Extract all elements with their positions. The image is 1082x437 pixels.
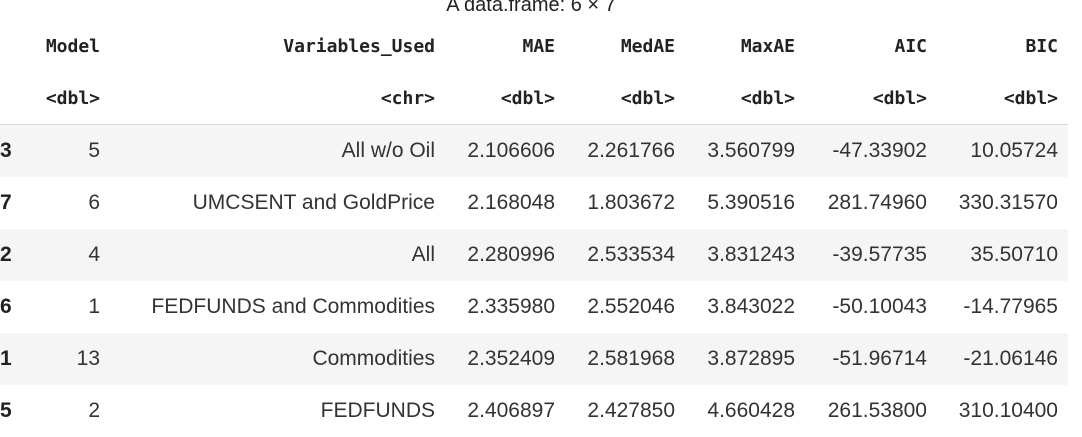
cell-variables-used: All	[411, 243, 435, 266]
table-row: 3 5 All w/o Oil 2.106606 2.261766 3.5607…	[0, 124, 1068, 177]
cell-aic: -39.57735	[832, 243, 927, 266]
column-header-mae: MAE	[522, 35, 555, 57]
cell-variables-used: All w/o Oil	[341, 139, 435, 162]
index-header	[0, 20, 30, 72]
cell-aic: -47.33902	[832, 139, 927, 162]
column-header-medae: MedAE	[620, 35, 675, 57]
row-index: 1	[0, 347, 12, 370]
cell-bic: -21.06146	[963, 347, 1058, 370]
cell-maxae: 3.831243	[707, 243, 795, 266]
cell-bic: 310.10400	[958, 399, 1058, 422]
cell-model: 1	[88, 295, 100, 318]
table-row: 1 13 Commodities 2.352409 2.581968 3.872…	[0, 333, 1068, 385]
column-header-variables-used: Variables_Used	[283, 35, 435, 57]
cell-bic: 35.50710	[970, 243, 1058, 266]
cell-model: 6	[88, 191, 100, 214]
row-index: 5	[0, 399, 12, 422]
index-type	[0, 72, 30, 125]
row-index: 6	[0, 295, 12, 318]
column-type-mae: <dbl>	[445, 72, 565, 125]
column-header-aic: AIC	[894, 35, 927, 57]
cell-aic: 281.74960	[827, 191, 927, 214]
cell-mae: 2.406897	[467, 399, 555, 422]
row-index: 7	[0, 191, 12, 214]
cell-aic: -51.96714	[832, 347, 927, 370]
row-index: 2	[0, 243, 12, 266]
cell-medae: 2.552046	[587, 295, 675, 318]
cell-medae: 2.533534	[587, 243, 675, 266]
column-header-bic: BIC	[1025, 35, 1058, 57]
cell-model: 5	[88, 139, 100, 162]
table-row: 6 1 FEDFUNDS and Commodities 2.335980 2.…	[0, 281, 1068, 333]
table-caption: A data.frame: 6 × 7	[446, 0, 616, 16]
cell-mae: 2.168048	[467, 191, 555, 214]
column-header-row: Model Variables_Used MAE MedAE MaxAE AIC…	[0, 20, 1068, 72]
cell-medae: 1.803672	[587, 191, 675, 214]
column-type-bic: <dbl>	[937, 72, 1068, 125]
cell-maxae: 3.843022	[707, 295, 795, 318]
cell-maxae: 5.390516	[707, 191, 795, 214]
column-type-row: <dbl> <chr> <dbl> <dbl> <dbl> <dbl> <dbl…	[0, 72, 1068, 125]
column-header-model: Model	[45, 35, 100, 57]
cell-aic: 261.53800	[827, 399, 927, 422]
cell-variables-used: UMCSENT and GoldPrice	[192, 191, 435, 214]
cell-mae: 2.280996	[467, 243, 555, 266]
cell-bic: 10.05724	[970, 139, 1058, 162]
row-index: 3	[0, 139, 12, 162]
column-type-aic: <dbl>	[805, 72, 937, 125]
cell-medae: 2.581968	[587, 347, 675, 370]
table-row: 7 6 UMCSENT and GoldPrice 2.168048 1.803…	[0, 177, 1068, 229]
table-row: 5 2 FEDFUNDS 2.406897 2.427850 4.660428 …	[0, 385, 1068, 437]
cell-maxae: 3.560799	[707, 139, 795, 162]
cell-mae: 2.352409	[467, 347, 555, 370]
column-type-variables-used: <chr>	[110, 72, 445, 125]
column-type-maxae: <dbl>	[685, 72, 805, 125]
cell-variables-used: FEDFUNDS and Commodities	[151, 295, 435, 318]
cell-bic: 330.31570	[958, 191, 1058, 214]
cell-maxae: 4.660428	[707, 399, 795, 422]
cell-variables-used: FEDFUNDS	[320, 399, 435, 422]
column-header-maxae: MaxAE	[740, 35, 795, 57]
cell-bic: -14.77965	[963, 295, 1058, 318]
cell-variables-used: Commodities	[312, 347, 435, 370]
cell-mae: 2.106606	[467, 139, 555, 162]
cell-mae: 2.335980	[467, 295, 555, 318]
cell-model: 4	[88, 243, 100, 266]
cell-aic: -50.10043	[832, 295, 927, 318]
column-type-model: <dbl>	[30, 72, 110, 125]
table-row: 2 4 All 2.280996 2.533534 3.831243 -39.5…	[0, 229, 1068, 281]
cell-model: 2	[88, 399, 100, 422]
cell-medae: 2.427850	[587, 399, 675, 422]
cell-model: 13	[76, 347, 100, 370]
cell-maxae: 3.872895	[707, 347, 795, 370]
data-frame-table: Model Variables_Used MAE MedAE MaxAE AIC…	[0, 20, 1068, 437]
cell-medae: 2.261766	[587, 139, 675, 162]
column-type-medae: <dbl>	[565, 72, 685, 125]
